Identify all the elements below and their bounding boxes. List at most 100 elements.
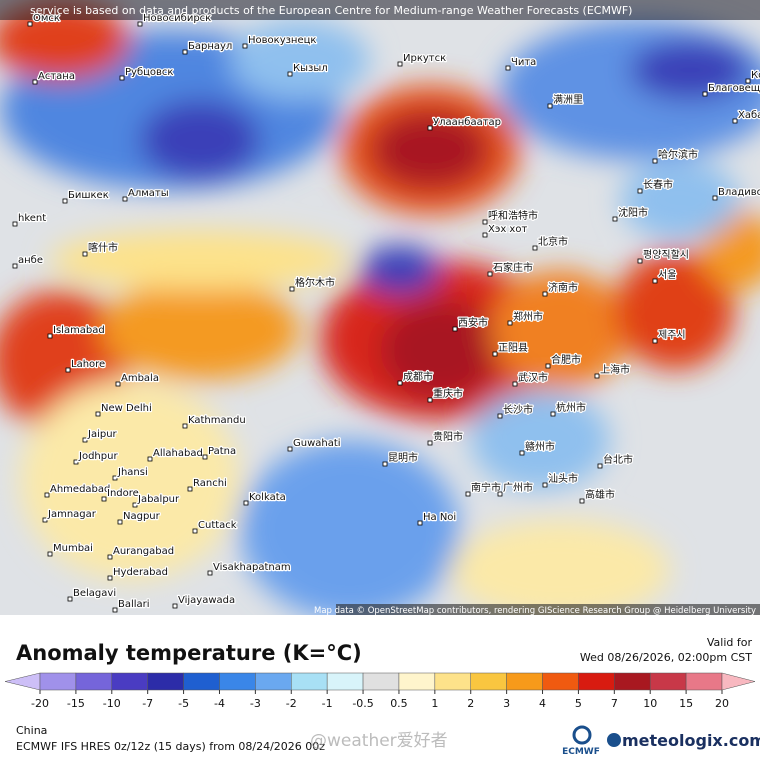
city-label: 成都市 [403, 370, 433, 383]
city-label: Ahmedabad [50, 484, 110, 495]
city-label: Кызыл [293, 63, 328, 74]
city-label: 满洲里 [553, 94, 583, 106]
city-label: 哈尔滨市 [658, 148, 698, 161]
city-label: 평양직할시 [643, 249, 689, 261]
city-label: Ranchi [193, 478, 227, 489]
city-label: Улаанбаатар [433, 117, 501, 128]
colorbar-bin [147, 672, 184, 691]
city-label: Новокузнецк [248, 35, 316, 46]
colorbar-tick-label: 3 [503, 697, 510, 710]
city-label: 郑州市 [513, 310, 543, 323]
brand[interactable]: meteologix.com [622, 731, 760, 750]
city-label: Jabalpur [137, 494, 180, 505]
meteologix-icon [607, 733, 621, 747]
city-label: 高雄市 [585, 488, 615, 501]
colorbar-bin [75, 672, 113, 691]
city-marker [382, 461, 388, 467]
city-marker [107, 554, 113, 560]
city-marker [27, 21, 33, 27]
city-label: 喀什市 [88, 241, 118, 254]
colorbar-tick-label: -15 [67, 697, 85, 710]
city-label: Vijayawada [178, 595, 235, 606]
city-marker [117, 519, 123, 525]
city-label: Бишкек [68, 190, 109, 201]
model-info: ECMWF IFS HRES 0z/12z (15 days) from 08/… [16, 740, 325, 753]
city-label: Guwahati [293, 438, 341, 449]
city-label: Владивосток [718, 187, 760, 198]
city-label: New Delhi [101, 403, 152, 414]
city-marker [115, 381, 121, 387]
colorbar-tick-label: -2 [286, 697, 297, 710]
colorbar-tick-label: -7 [142, 697, 153, 710]
city-marker [612, 216, 618, 222]
city-marker [482, 232, 488, 238]
city-marker [12, 263, 18, 269]
colorbar-bin [649, 672, 687, 691]
city-marker [132, 502, 138, 508]
map: service is based on data and products of… [0, 0, 760, 616]
city-label: Ambala [121, 373, 159, 384]
ecmwf-icon [572, 725, 592, 745]
city-label: hkent [18, 213, 46, 224]
city-label: Islamabad [53, 325, 105, 336]
city-marker [47, 551, 53, 557]
city-marker [519, 450, 525, 456]
colorbar-tick-label: 4 [539, 697, 546, 710]
city-label: анбе [18, 255, 43, 266]
city-marker [95, 411, 101, 417]
city-label: Хэх хот [488, 224, 527, 235]
city-marker [122, 196, 128, 202]
city-label: Барнаул [188, 41, 232, 52]
colorbar-bin [326, 672, 364, 691]
city-label: Новосибирск [143, 13, 211, 24]
city-marker [112, 607, 118, 613]
city-label: 昆明市 [388, 451, 418, 464]
colorbar-tick-label: -3 [250, 697, 261, 710]
city-marker [542, 291, 548, 297]
city-marker [652, 338, 658, 344]
city-marker [192, 528, 198, 534]
valid-time: Wed 08/26/2026, 02:00pm CST [580, 651, 752, 664]
city-label: 台北市 [603, 453, 633, 466]
city-marker [427, 440, 433, 446]
city-label: 서울 [658, 269, 676, 281]
city-marker [242, 43, 248, 49]
city-label: 呼和浩特市 [488, 209, 538, 222]
colorbar-bin [255, 672, 292, 691]
colorbar-bin [362, 672, 400, 691]
city-label: Kathmandu [188, 415, 246, 426]
legend-title: Anomaly temperature (K=°C) [16, 641, 362, 665]
city-marker [32, 79, 38, 85]
city-marker [243, 500, 249, 506]
city-label: 上海市 [600, 363, 630, 376]
colorbar-bin [219, 672, 256, 691]
city-marker [107, 575, 113, 581]
colorbar-bin [470, 672, 507, 691]
city-label: Ha Noi [423, 512, 456, 523]
city-marker [287, 71, 293, 77]
colorbar-arrow-right [721, 672, 756, 691]
city-label: Hyderabad [113, 567, 168, 578]
city-label: 赣州市 [525, 440, 555, 453]
colorbar-bin [291, 672, 328, 691]
city-label: Visakhapatnam [213, 562, 291, 573]
city-label: Nagpur [123, 511, 161, 522]
city-marker [492, 351, 498, 357]
map-attribution: Map data © OpenStreetMap contributors, r… [314, 606, 756, 616]
city-marker [712, 195, 718, 201]
city-marker [42, 517, 48, 523]
city-label: Алматы [128, 188, 169, 199]
colorbar-bin [183, 672, 220, 691]
colorbar: -20 -15 -10 -7 -5 -4 -3 -2 -1 -0.5 0.5 1 2 3 4 5 7 10 15 20 [4, 672, 756, 710]
colorbar-tick-label: -4 [214, 697, 225, 710]
city-label: Благовещенск [708, 83, 760, 94]
city-label: Иркутск [403, 53, 446, 64]
city-marker [289, 286, 295, 292]
city-label: Рубцовск [125, 67, 173, 78]
city-label: Jodhpur [78, 451, 118, 462]
city-label: 汕头市 [548, 472, 578, 485]
city-marker [182, 49, 188, 55]
city-label: Хабаровск [738, 110, 760, 121]
city-label: Jhansi [117, 467, 148, 478]
